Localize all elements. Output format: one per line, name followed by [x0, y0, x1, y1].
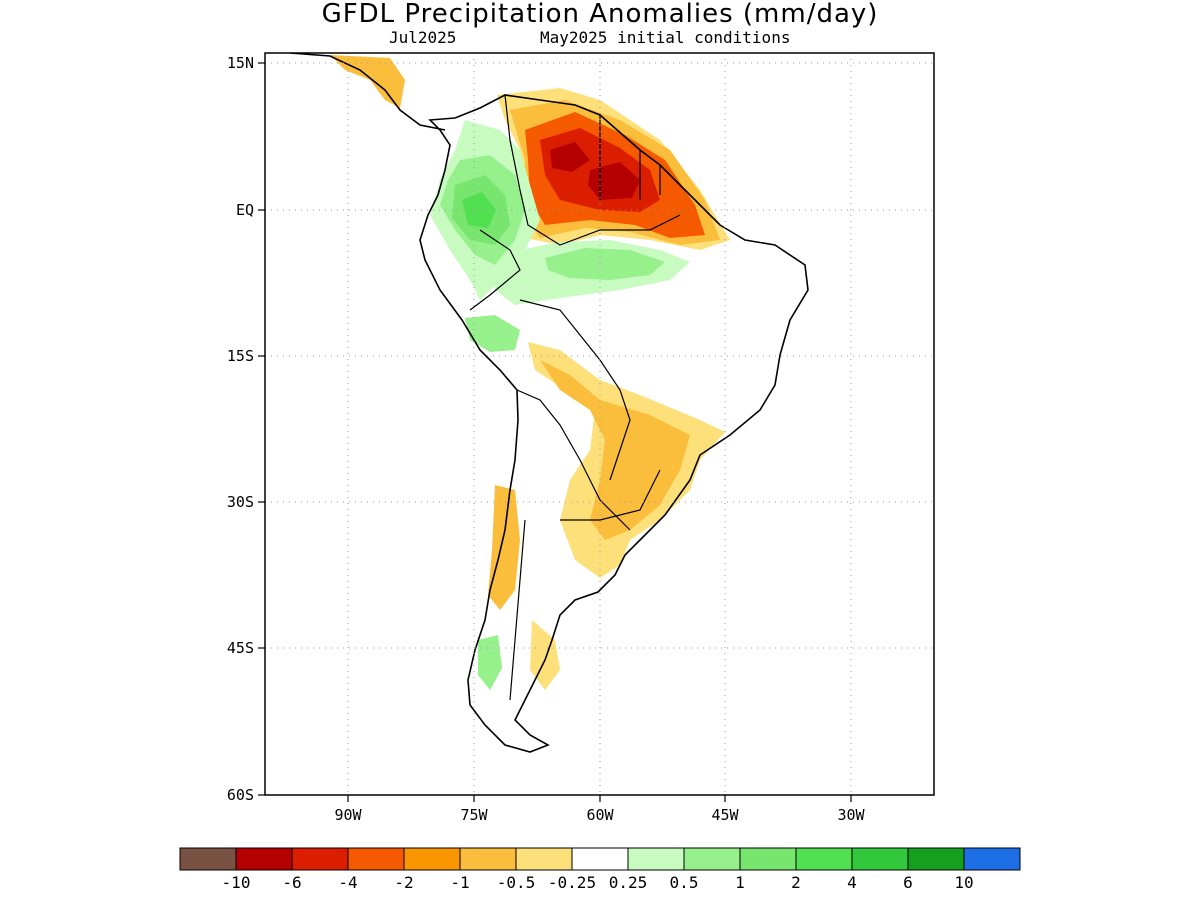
colorbar-swatch [627, 847, 685, 871]
colorbar-swatch [291, 847, 349, 871]
lon-label-45w: 45W [711, 806, 739, 824]
colorbar-swatch [739, 847, 797, 871]
anomaly-south-dry-1 [540, 360, 690, 540]
colorbar-swatch [459, 847, 517, 871]
colorbar-swatch [795, 847, 853, 871]
colorbar-tick-label: -0.5 [497, 873, 536, 892]
colorbar-swatch [515, 847, 573, 871]
colorbar-swatch [347, 847, 405, 871]
colorbar-tick-label: 0.5 [670, 873, 699, 892]
south-america-coastline [419, 94, 809, 753]
anomaly-peru-wet [465, 315, 520, 352]
anomaly-amazon-wet-1 [545, 248, 665, 280]
anomaly-chile-dry-2 [496, 520, 518, 585]
colorbar-tick-label: 2 [791, 873, 801, 892]
grid-lines [265, 53, 934, 795]
anomaly-west-wet-4 [462, 192, 496, 228]
colorbar-tick-label: -2 [394, 873, 413, 892]
country-borders [469, 94, 681, 701]
colorbar-swatch [683, 847, 741, 871]
lat-label-45s: 45S [227, 639, 254, 657]
colorbar-tick-label: 0.25 [609, 873, 648, 892]
colorbar-swatch [235, 847, 293, 871]
central-america-coastline [289, 53, 446, 131]
lat-label-30s: 30S [227, 493, 254, 511]
lon-label-75w: 75W [460, 806, 488, 824]
colorbar-tick-label: -1 [450, 873, 469, 892]
lat-label-eq: EQ [236, 201, 254, 219]
colorbar-tick-label: 4 [847, 873, 857, 892]
colorbar-swatch [963, 847, 1021, 871]
anomaly-north-dry-6 [550, 142, 640, 200]
colorbar-tick-labels: -10 -6 -4 -2 -1 -0.5 -0.25 0.25 0.5 1 2 4 6 10 [222, 873, 974, 892]
colorbar-swatch [179, 847, 237, 871]
subtitle-initial-conditions: May2025 initial conditions [540, 28, 791, 47]
anomaly-central-america-dry [330, 55, 405, 108]
lon-label-60w: 60W [586, 806, 614, 824]
colorbar-tick-label: -10 [222, 873, 251, 892]
lat-label-15n: 15N [227, 54, 254, 72]
lat-label-15s: 15S [227, 347, 254, 365]
anomaly-shading [330, 55, 730, 690]
colorbar-tick-label: -6 [282, 873, 301, 892]
axis-ticks [258, 62, 852, 802]
subtitle-month: Jul2025 [389, 28, 457, 47]
coastlines [289, 53, 809, 753]
colorbar-swatch [403, 847, 461, 871]
anomaly-patagonia-dry [530, 620, 560, 690]
lat-label-60s: 60S [227, 786, 254, 804]
lon-label-90w: 90W [334, 806, 362, 824]
colorbar-tick-label: 6 [903, 873, 913, 892]
colorbar-swatches [179, 847, 1021, 871]
colorbar-swatch [851, 847, 909, 871]
colorbar-tick-label: 1 [735, 873, 745, 892]
colorbar-swatch [571, 847, 629, 871]
colorbar-swatch [907, 847, 965, 871]
anomaly-patagonia-wet [478, 635, 502, 690]
colorbar-tick-label: -0.25 [548, 873, 596, 892]
lon-label-30w: 30W [837, 806, 865, 824]
colorbar-tick-label: -4 [338, 873, 357, 892]
colorbar-tick-label: 10 [954, 873, 973, 892]
chart-title: GFDL Precipitation Anomalies (mm/day) [321, 0, 879, 29]
